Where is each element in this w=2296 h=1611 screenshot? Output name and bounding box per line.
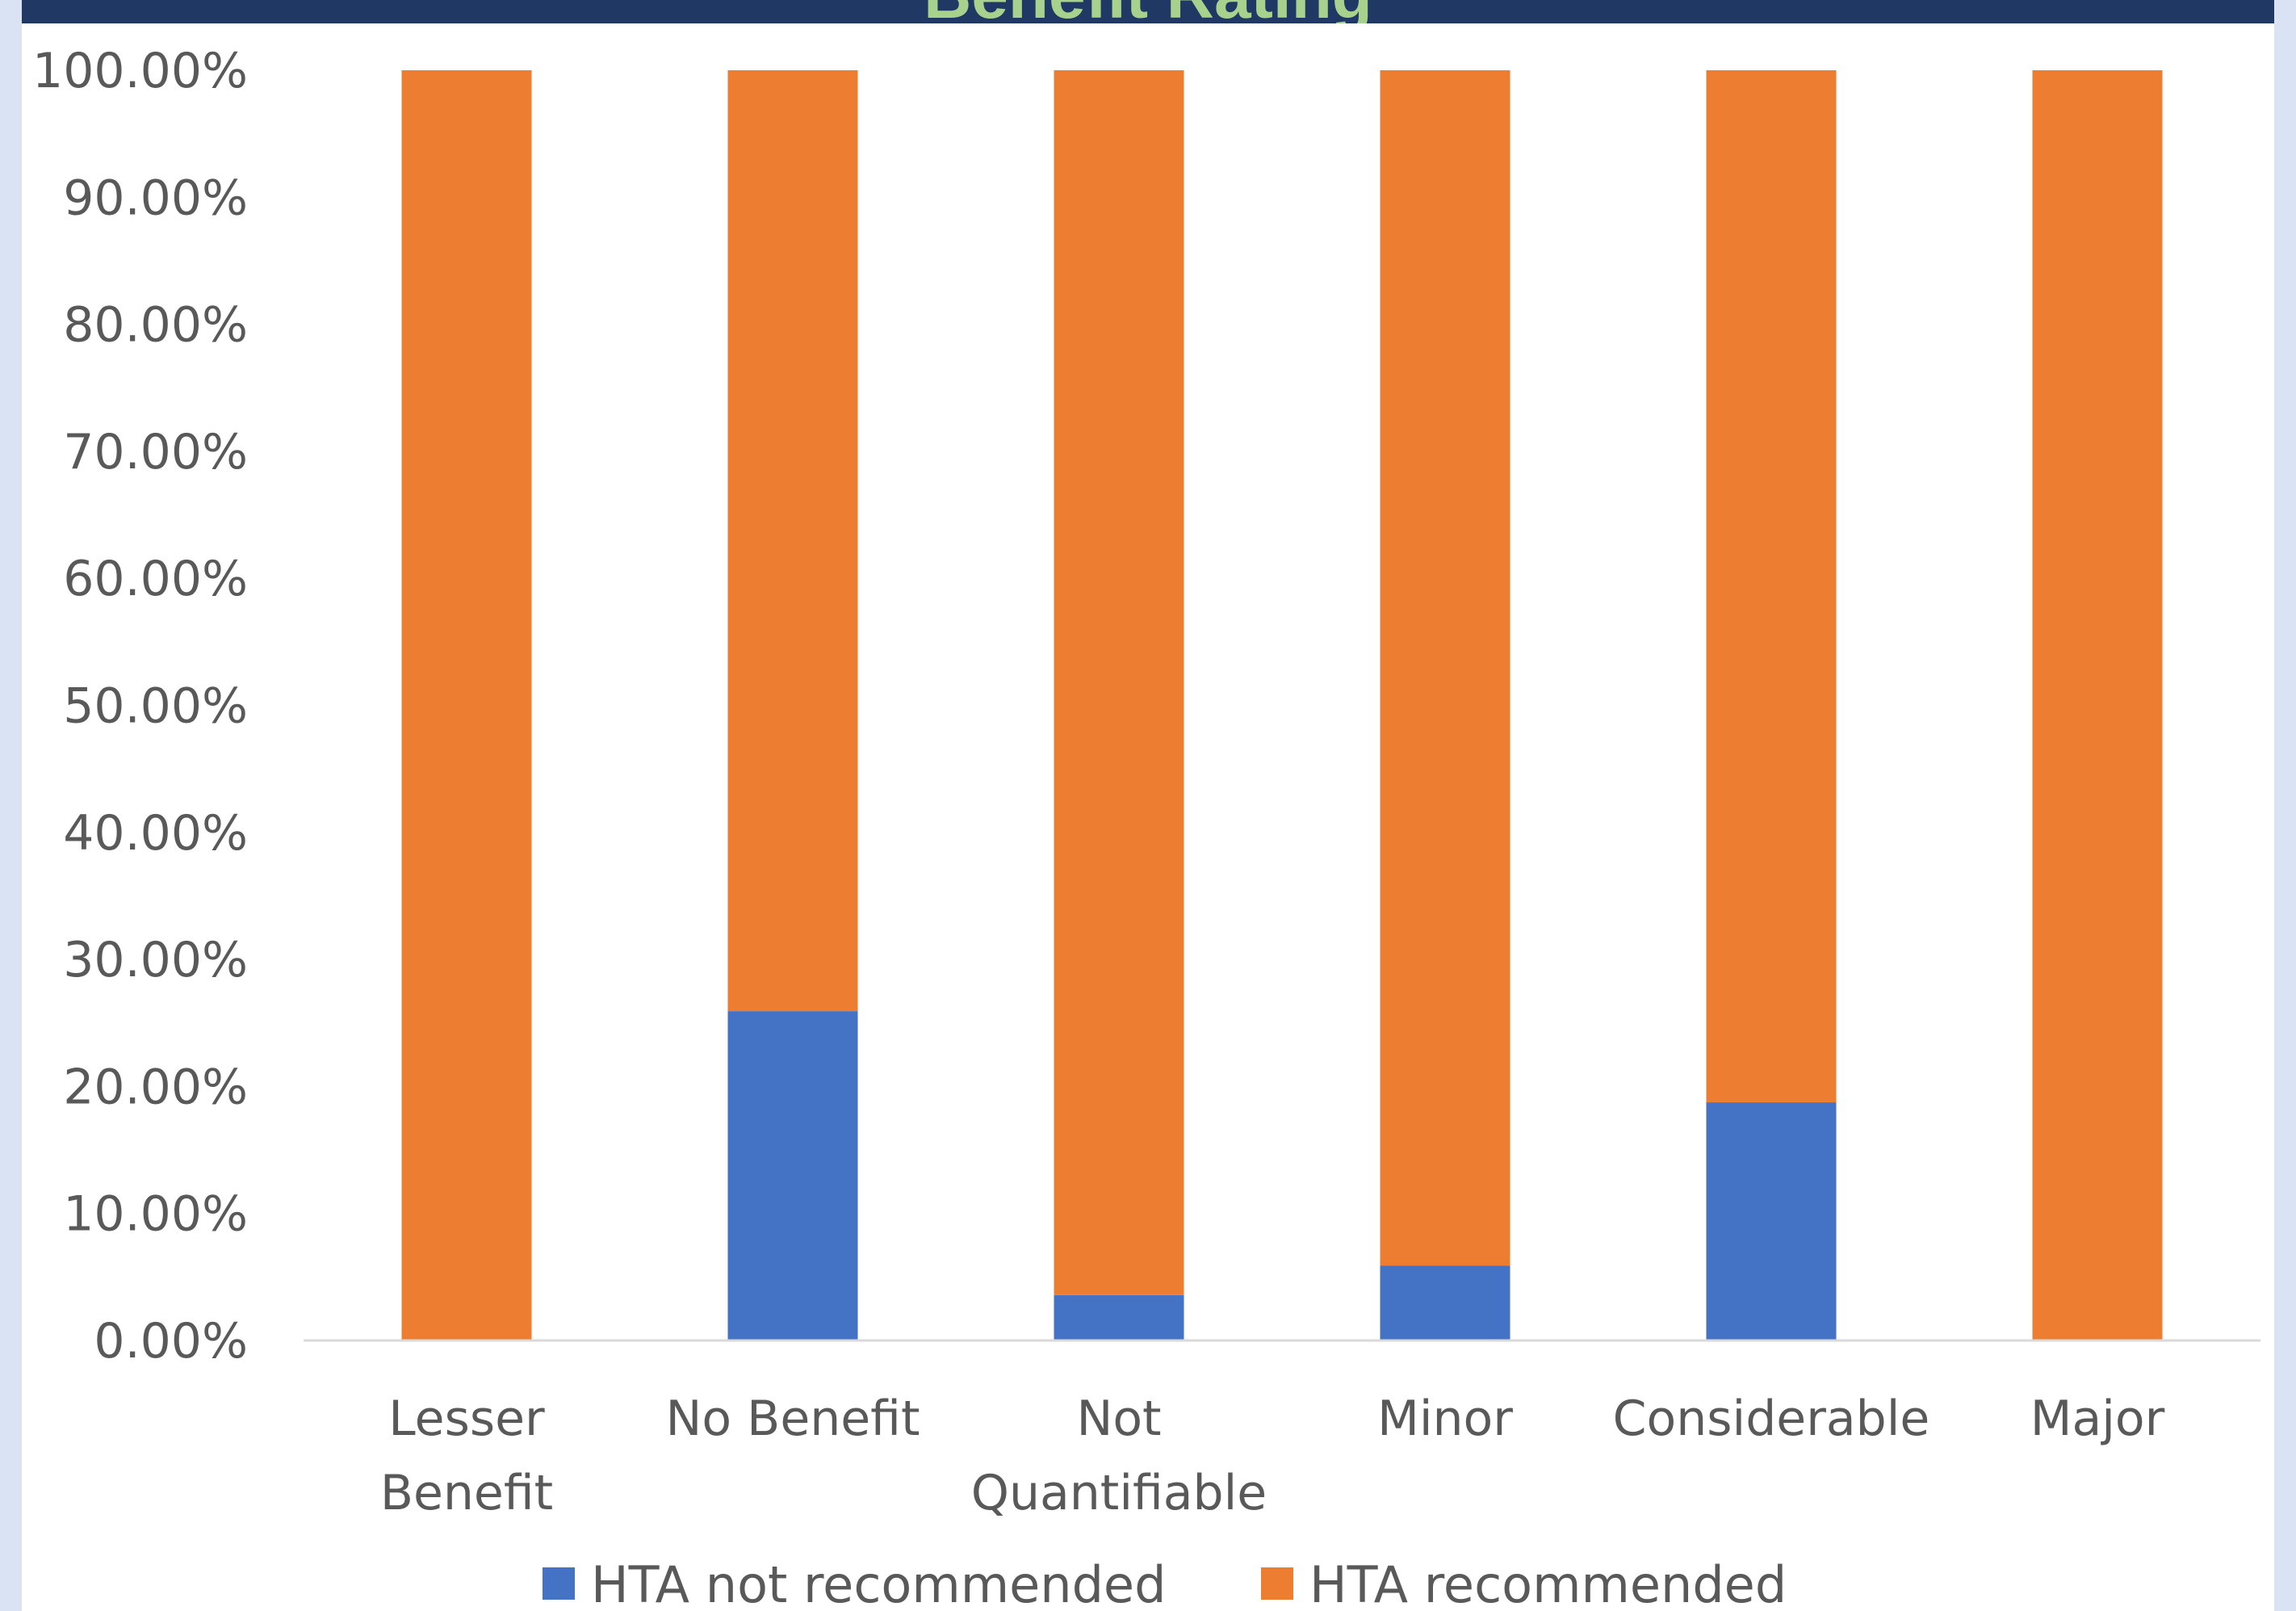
x-tick-label: No Benefit — [666, 1391, 920, 1447]
bar-recommended — [1706, 70, 1837, 1103]
y-tick-label: 20.00% — [63, 1059, 248, 1115]
x-tick-label: Major — [2030, 1391, 2165, 1447]
y-tick-label: 40.00% — [63, 805, 248, 862]
y-tick-label: 90.00% — [63, 170, 248, 226]
y-tick-label: 0.00% — [94, 1313, 248, 1370]
y-tick-label: 60.00% — [63, 551, 248, 607]
bar-recommended — [2032, 70, 2163, 1340]
bar-recommended — [1380, 70, 1510, 1266]
x-tick-label: Benefit — [380, 1465, 553, 1521]
x-tick-label: Considerable — [1613, 1391, 1930, 1447]
y-tick-label: 80.00% — [63, 297, 248, 354]
x-tick-label: Lesser — [388, 1391, 545, 1447]
y-tick-label: 50.00% — [63, 678, 248, 735]
x-tick-label: Minor — [1377, 1391, 1513, 1447]
y-tick-label: 100.00% — [32, 43, 248, 99]
title-banner: Benefit Rating — [22, 0, 2274, 23]
y-tick-label: 10.00% — [63, 1186, 248, 1243]
x-tick-label: Not — [1076, 1391, 1161, 1447]
legend-swatch-not-recommended — [543, 1567, 575, 1600]
y-tick-label: 30.00% — [63, 932, 248, 988]
y-tick-label: 70.00% — [63, 424, 248, 480]
bar-not-recommended — [727, 1011, 858, 1340]
x-tick-label: Quantifiable — [971, 1465, 1267, 1521]
bar-recommended — [727, 70, 858, 1012]
legend-label-not-recommended: HTA not recommended — [591, 1555, 1166, 1611]
legend-swatch-recommended — [1261, 1567, 1293, 1600]
chart-title: Benefit Rating — [22, 0, 2274, 23]
bar-not-recommended — [1380, 1265, 1510, 1340]
bar-not-recommended — [1706, 1102, 1837, 1340]
bar-recommended — [401, 70, 532, 1340]
bar-recommended — [1054, 70, 1184, 1295]
bar-not-recommended — [1054, 1294, 1184, 1340]
legend-label-recommended: HTA recommended — [1309, 1555, 1787, 1611]
